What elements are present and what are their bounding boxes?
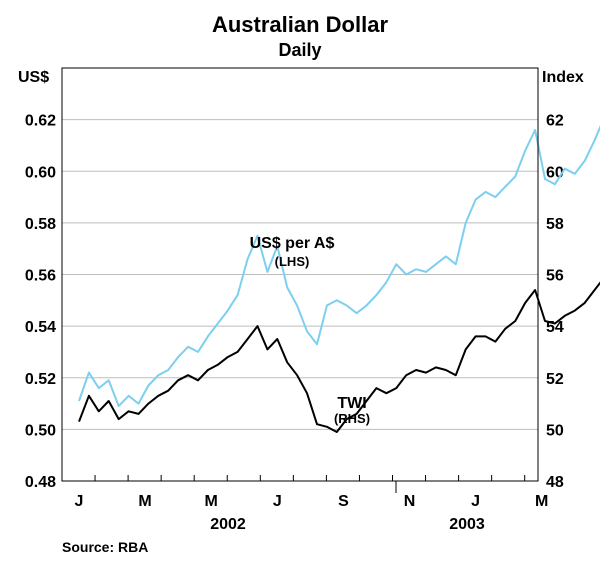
usd-series-line bbox=[78, 125, 600, 408]
usd-series-axis-label: (LHS) bbox=[275, 254, 310, 269]
left-tick-label: 0.60 bbox=[25, 164, 56, 181]
x-axis-ticks: JMMJSNJMM bbox=[75, 475, 548, 510]
month-tick-label: M bbox=[535, 493, 548, 510]
left-tick-label: 0.48 bbox=[25, 474, 56, 491]
right-axis-unit: Index bbox=[542, 69, 584, 86]
left-tick-label: 0.58 bbox=[25, 216, 56, 233]
left-tick-label: 0.56 bbox=[25, 268, 56, 285]
year-label-2002: 2002 bbox=[210, 516, 246, 533]
month-tick-label: J bbox=[273, 493, 282, 510]
left-tick-label: 0.52 bbox=[25, 371, 56, 388]
month-tick-label: M bbox=[205, 493, 218, 510]
right-tick-label: 50 bbox=[546, 422, 564, 439]
month-tick-label: J bbox=[75, 493, 84, 510]
twi-series-axis-label: (RHS) bbox=[334, 411, 370, 426]
plot-frame bbox=[61, 67, 539, 482]
left-axis-unit: US$ bbox=[18, 69, 49, 86]
usd-series-label: US$ per A$ bbox=[250, 235, 335, 252]
left-tick-label: 0.50 bbox=[25, 422, 56, 439]
month-tick-label: J bbox=[471, 493, 480, 510]
chart-title: Australian Dollar bbox=[212, 12, 388, 37]
left-tick-label: 0.62 bbox=[25, 113, 56, 130]
chart-subtitle: Daily bbox=[278, 40, 321, 60]
right-tick-label: 56 bbox=[546, 268, 564, 285]
y-tick-labels: 0.480.500.520.540.560.580.600.6248505254… bbox=[25, 113, 564, 491]
series-lines bbox=[78, 125, 600, 433]
left-tick-label: 0.54 bbox=[25, 319, 56, 336]
right-tick-label: 52 bbox=[546, 371, 564, 388]
year-label-2003: 2003 bbox=[449, 516, 485, 533]
month-tick-label: N bbox=[404, 493, 416, 510]
right-tick-label: 48 bbox=[546, 474, 564, 491]
gridlines bbox=[62, 119, 538, 430]
source-note: Source: RBA bbox=[62, 539, 148, 555]
twi-series-line bbox=[78, 281, 600, 433]
twi-series-label: TWI bbox=[337, 395, 366, 412]
right-tick-label: 62 bbox=[546, 113, 564, 130]
month-tick-label: M bbox=[138, 493, 151, 510]
right-tick-label: 58 bbox=[546, 216, 564, 233]
month-tick-label: S bbox=[338, 493, 349, 510]
